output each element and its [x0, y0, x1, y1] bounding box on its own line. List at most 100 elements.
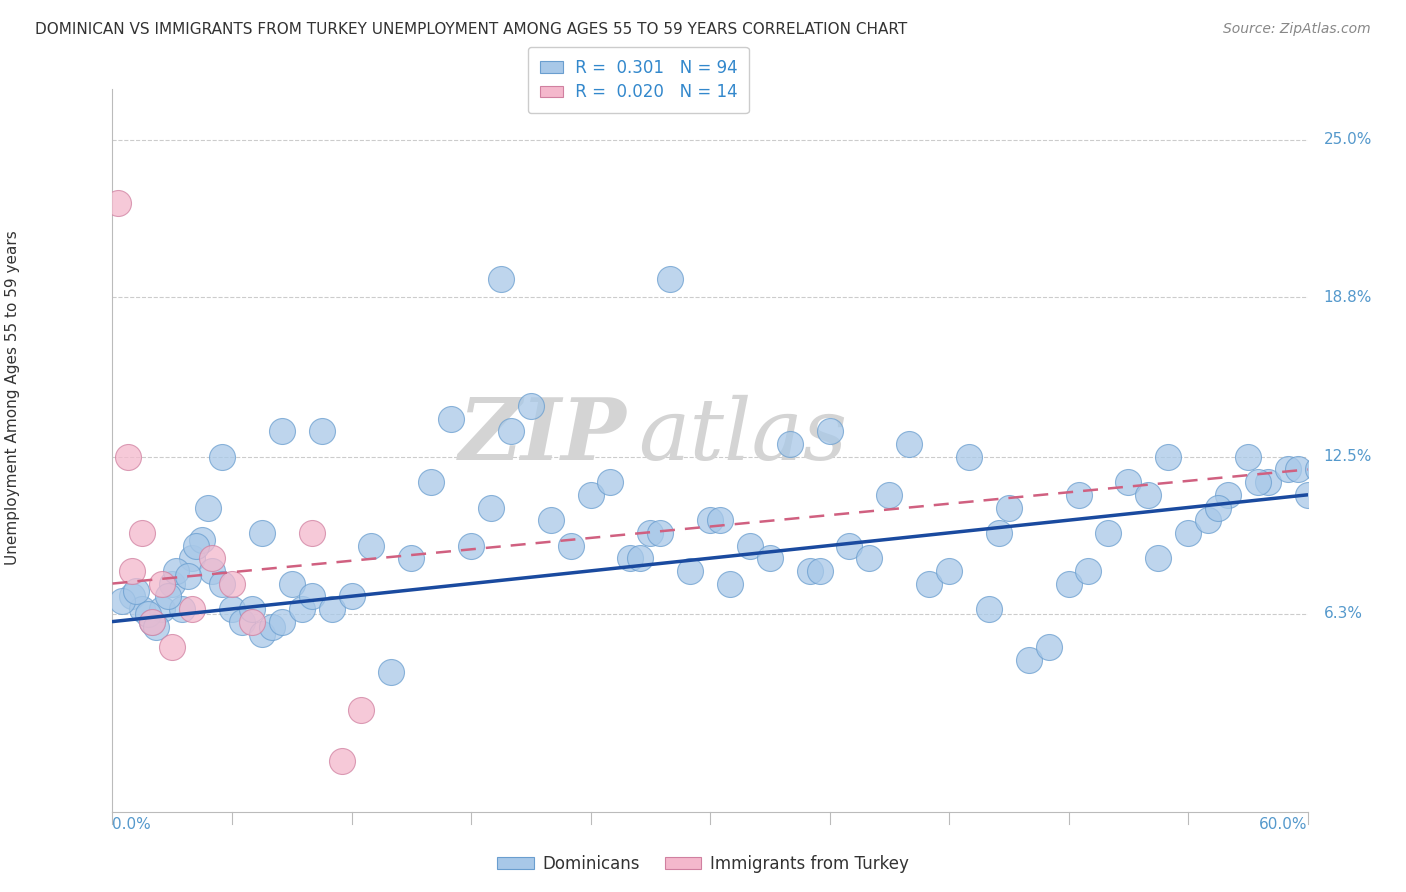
- Point: [858, 551, 880, 566]
- Point: [1118, 475, 1140, 490]
- Point: [898, 437, 921, 451]
- Point: [1247, 475, 1270, 490]
- Text: DOMINICAN VS IMMIGRANTS FROM TURKEY UNEMPLOYMENT AMONG AGES 55 TO 59 YEARS CORRE: DOMINICAN VS IMMIGRANTS FROM TURKEY UNEM…: [35, 22, 907, 37]
- Point: [121, 564, 143, 578]
- Point: [628, 551, 651, 566]
- Point: [181, 551, 204, 566]
- Point: [301, 589, 323, 603]
- Text: ZIP: ZIP: [458, 394, 627, 478]
- Point: [330, 754, 353, 768]
- Point: [718, 576, 741, 591]
- Point: [1018, 652, 1040, 666]
- Point: [162, 576, 183, 591]
- Point: [918, 576, 941, 591]
- Point: [957, 450, 980, 464]
- Point: [240, 602, 263, 616]
- Point: [1157, 450, 1180, 464]
- Point: [270, 615, 292, 629]
- Point: [659, 272, 682, 286]
- Point: [1038, 640, 1060, 654]
- Point: [1277, 462, 1299, 476]
- Text: 12.5%: 12.5%: [1323, 450, 1372, 465]
- Point: [150, 602, 173, 616]
- Point: [111, 594, 134, 608]
- Point: [1197, 513, 1219, 527]
- Point: [141, 615, 163, 629]
- Point: [489, 272, 512, 286]
- Point: [197, 500, 219, 515]
- Point: [599, 475, 621, 490]
- Point: [301, 525, 323, 540]
- Text: Unemployment Among Ages 55 to 59 years: Unemployment Among Ages 55 to 59 years: [6, 230, 21, 565]
- Point: [1077, 564, 1099, 578]
- Point: [838, 539, 860, 553]
- Point: [221, 576, 243, 591]
- Point: [938, 564, 960, 578]
- Point: [231, 615, 253, 629]
- Point: [977, 602, 1000, 616]
- Point: [138, 607, 160, 621]
- Point: [1097, 525, 1119, 540]
- Point: [579, 488, 602, 502]
- Point: [360, 539, 382, 553]
- Point: [679, 564, 702, 578]
- Point: [1206, 500, 1229, 515]
- Point: [121, 589, 143, 603]
- Point: [240, 615, 263, 629]
- Text: 25.0%: 25.0%: [1323, 132, 1372, 147]
- Point: [1057, 576, 1080, 591]
- Point: [779, 437, 801, 451]
- Point: [125, 584, 148, 599]
- Point: [479, 500, 502, 515]
- Point: [1216, 488, 1239, 502]
- Point: [281, 576, 304, 591]
- Point: [181, 602, 204, 616]
- Point: [879, 488, 901, 502]
- Point: [250, 627, 273, 641]
- Point: [131, 525, 153, 540]
- Point: [191, 533, 214, 548]
- Text: atlas: atlas: [638, 394, 848, 477]
- Point: [1067, 488, 1090, 502]
- Point: [998, 500, 1021, 515]
- Point: [211, 450, 233, 464]
- Point: [818, 425, 841, 439]
- Point: [640, 525, 662, 540]
- Point: [172, 602, 194, 616]
- Point: [165, 564, 187, 578]
- Point: [1306, 462, 1329, 476]
- Point: [145, 620, 167, 634]
- Point: [1147, 551, 1170, 566]
- Point: [799, 564, 821, 578]
- Text: 18.8%: 18.8%: [1323, 290, 1372, 304]
- Text: 60.0%: 60.0%: [1260, 817, 1308, 832]
- Point: [499, 425, 522, 439]
- Point: [1286, 462, 1309, 476]
- Point: [401, 551, 423, 566]
- Point: [420, 475, 443, 490]
- Point: [440, 411, 463, 425]
- Point: [759, 551, 782, 566]
- Point: [201, 551, 224, 566]
- Point: [650, 525, 672, 540]
- Point: [250, 525, 273, 540]
- Point: [520, 399, 543, 413]
- Point: [1296, 488, 1319, 502]
- Point: [311, 425, 333, 439]
- Point: [321, 602, 343, 616]
- Point: [350, 703, 373, 717]
- Point: [619, 551, 641, 566]
- Point: [540, 513, 562, 527]
- Point: [177, 569, 200, 583]
- Point: [460, 539, 482, 553]
- Point: [221, 602, 243, 616]
- Point: [157, 589, 180, 603]
- Point: [808, 564, 831, 578]
- Point: [131, 602, 153, 616]
- Point: [201, 564, 224, 578]
- Point: [211, 576, 233, 591]
- Point: [141, 615, 163, 629]
- Point: [260, 620, 283, 634]
- Legend: Dominicans, Immigrants from Turkey: Dominicans, Immigrants from Turkey: [491, 848, 915, 880]
- Point: [1137, 488, 1160, 502]
